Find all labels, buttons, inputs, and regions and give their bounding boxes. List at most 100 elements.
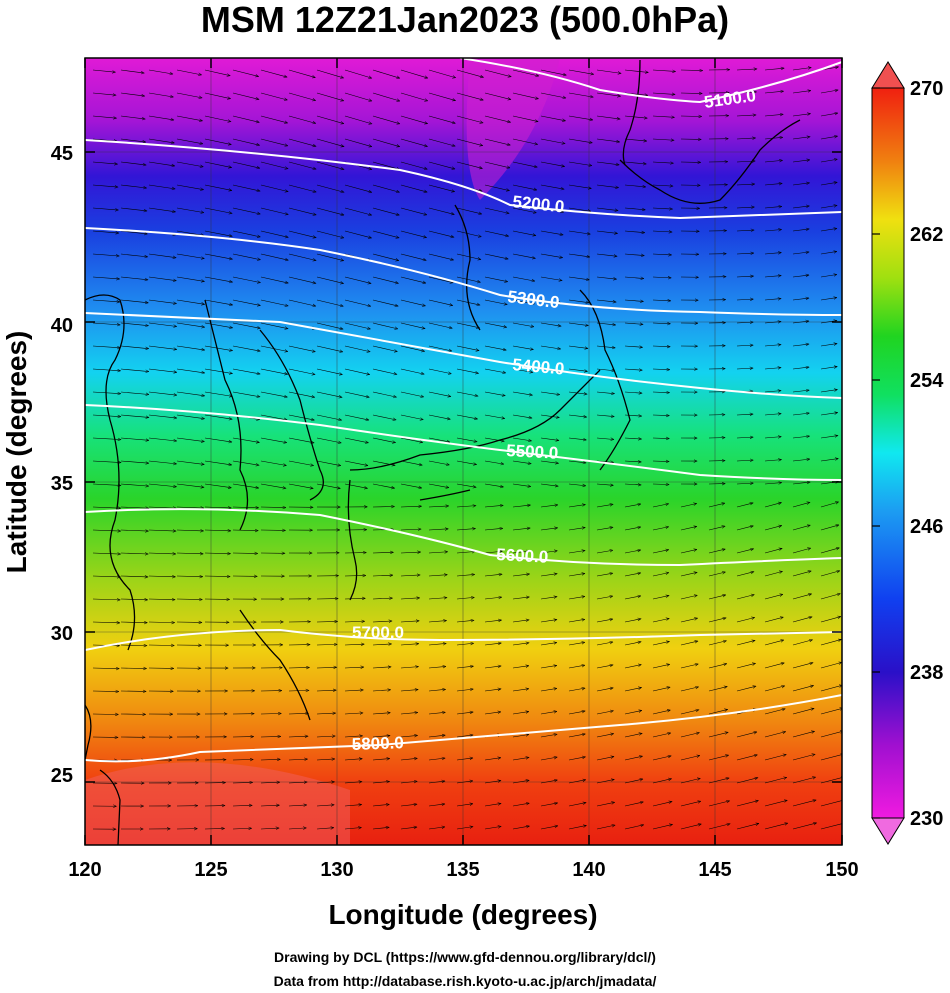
wind-arrow — [652, 438, 669, 439]
wind-arrow — [484, 483, 503, 487]
wind-arrow — [764, 594, 783, 600]
wind-arrow — [344, 414, 369, 420]
wind-arrow — [764, 755, 786, 761]
wind-arrow — [344, 782, 362, 783]
wind-arrow — [428, 368, 451, 374]
wind-arrow — [512, 483, 531, 487]
wind-arrow — [92, 668, 119, 669]
wind-arrow — [512, 712, 529, 715]
wind-arrow — [344, 483, 367, 488]
wind-arrow — [456, 322, 479, 328]
wind-arrow — [708, 664, 727, 669]
wind-arrow — [820, 136, 838, 140]
wind-arrow — [204, 207, 232, 213]
wind-arrow — [344, 322, 370, 329]
wind-arrow — [484, 505, 503, 507]
wind-arrow — [596, 115, 620, 119]
wind-arrow — [456, 207, 482, 214]
wind-arrow — [680, 549, 697, 554]
wind-arrow — [764, 709, 785, 715]
wind-arrow — [764, 229, 782, 231]
wind-arrow — [428, 276, 453, 283]
wind-arrow — [204, 437, 232, 442]
wind-arrow — [568, 345, 588, 348]
wind-arrow — [92, 599, 120, 600]
wind-arrow — [680, 641, 698, 646]
wind-arrow — [428, 689, 446, 691]
wind-arrow — [372, 621, 392, 622]
wind-arrow — [204, 161, 232, 168]
wind-arrow — [400, 667, 418, 668]
wind-arrow — [148, 576, 175, 577]
wind-arrow — [540, 276, 562, 280]
wind-arrow — [400, 253, 426, 260]
wind-arrow — [652, 618, 669, 623]
wind-arrow — [484, 551, 502, 554]
wind-arrow — [484, 299, 507, 305]
wind-arrow — [428, 666, 446, 668]
wind-arrow — [232, 276, 260, 283]
wind-arrow — [764, 322, 781, 323]
wind-arrow — [764, 345, 781, 346]
wind-arrow — [400, 414, 423, 420]
wind-arrow — [484, 460, 504, 464]
wind-arrow — [176, 599, 202, 600]
wind-arrow — [568, 803, 586, 807]
wind-arrow — [260, 253, 288, 260]
wind-arrow — [456, 483, 476, 487]
wind-arrow — [596, 438, 614, 439]
wind-arrow — [820, 617, 841, 623]
wind-arrow — [708, 824, 730, 830]
wind-arrow — [344, 92, 372, 101]
wind-arrow — [764, 437, 781, 438]
wind-arrow — [148, 460, 177, 464]
wind-arrow — [260, 391, 287, 397]
wind-arrow — [92, 207, 118, 210]
wind-arrow — [400, 276, 426, 283]
wind-arrow — [512, 414, 532, 418]
wind-arrow — [232, 161, 260, 168]
wind-arrow — [624, 415, 642, 416]
wind-arrow — [288, 207, 316, 215]
wind-arrow — [624, 756, 642, 761]
wind-arrow — [232, 507, 259, 508]
wind-arrow — [736, 299, 753, 300]
wind-arrow — [400, 437, 423, 442]
wind-arrow — [680, 801, 701, 807]
wind-arrow — [232, 69, 259, 76]
wind-arrow — [764, 526, 782, 531]
colorbar-top-extension — [871, 61, 905, 89]
wind-arrow — [120, 668, 147, 669]
wind-arrow — [400, 92, 428, 101]
contour-5600 — [85, 508, 842, 567]
wind-arrow — [120, 230, 147, 234]
wind-arrow — [512, 643, 529, 646]
wind-arrow — [820, 754, 842, 761]
wind-arrow — [176, 530, 204, 531]
wind-arrow — [148, 299, 176, 304]
wind-arrow — [652, 185, 673, 186]
wind-arrow — [764, 68, 784, 71]
wind-arrow — [596, 138, 620, 142]
wind-arrow — [820, 413, 838, 416]
wind-arrow — [260, 483, 286, 488]
wind-arrow — [372, 827, 389, 830]
wind-arrow — [708, 709, 728, 715]
wind-arrow — [260, 828, 279, 829]
wind-arrow — [792, 137, 810, 140]
wind-arrow — [316, 345, 343, 352]
wind-arrow — [708, 618, 726, 623]
wind-arrow — [120, 368, 149, 372]
wind-arrow — [456, 574, 475, 576]
wind-arrow — [484, 276, 508, 282]
y-tick-label: 40 — [51, 315, 73, 337]
wind-arrow — [624, 461, 641, 462]
wind-arrow — [764, 663, 784, 669]
wind-arrow — [232, 460, 259, 465]
wind-arrow — [652, 369, 670, 370]
contour-5200 — [85, 139, 842, 220]
wind-arrow — [400, 804, 417, 807]
wind-arrow — [736, 253, 754, 254]
wind-arrow — [680, 572, 697, 577]
wind-arrow — [400, 184, 427, 192]
